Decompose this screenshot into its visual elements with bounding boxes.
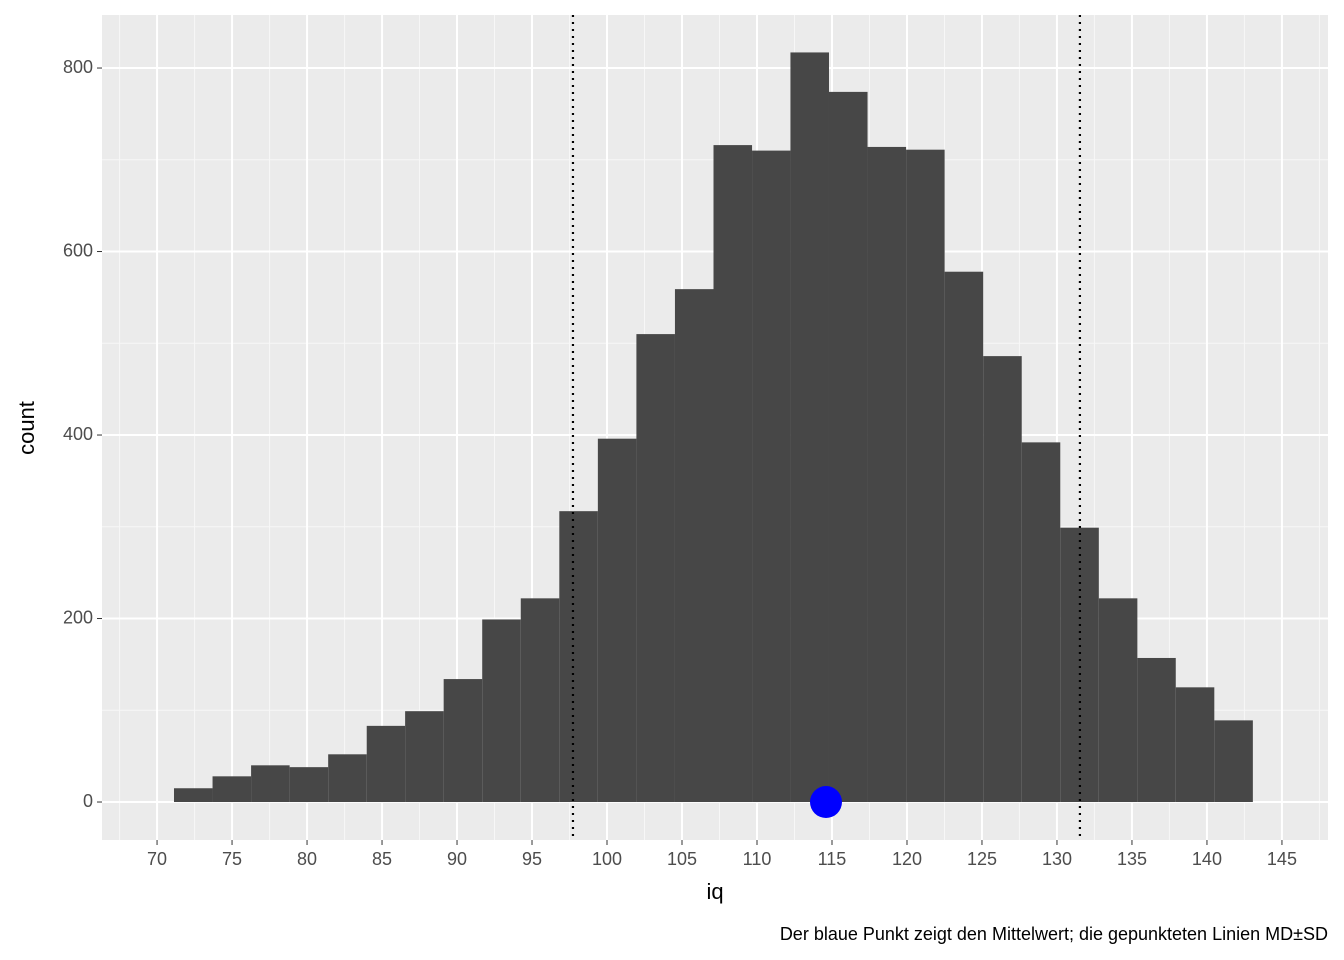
x-tick-label: 115 — [818, 849, 847, 869]
bar — [828, 91, 868, 803]
bar — [597, 438, 637, 803]
x-tick-label: 145 — [1267, 849, 1297, 869]
y-tick-label: 0 — [83, 791, 93, 811]
bar — [867, 146, 907, 803]
mean-point — [809, 786, 842, 819]
x-tick-label: 140 — [1192, 849, 1222, 869]
bar — [212, 776, 252, 803]
x-tick-label: 120 — [892, 849, 922, 869]
bar — [983, 356, 1022, 803]
bar — [482, 619, 521, 803]
bar — [944, 271, 984, 803]
x-axis-title: iq — [706, 879, 723, 904]
y-tick-label: 400 — [63, 424, 93, 444]
x-tick-label: 105 — [667, 849, 697, 869]
x-tick-label: 130 — [1042, 849, 1072, 869]
bar — [443, 679, 483, 803]
caption: Der blaue Punkt zeigt den Mittelwert; di… — [780, 924, 1328, 944]
bar — [366, 725, 406, 803]
bar — [173, 788, 213, 803]
bar — [1021, 442, 1061, 803]
x-tick-label: 70 — [147, 849, 167, 869]
bar — [1175, 687, 1215, 803]
bar — [636, 334, 675, 803]
x-tick-label: 75 — [222, 849, 242, 869]
x-tick-label: 95 — [522, 849, 542, 869]
bar — [1060, 527, 1099, 803]
x-tick-label: 135 — [1117, 849, 1147, 869]
x-tick-label: 100 — [592, 849, 622, 869]
bar — [405, 711, 444, 803]
y-tick-label: 200 — [63, 607, 93, 627]
bar — [1098, 598, 1138, 803]
bar — [1214, 720, 1253, 803]
bar — [713, 145, 753, 803]
x-tick-label: 90 — [447, 849, 467, 869]
bar — [790, 52, 829, 803]
x-tick-label: 85 — [372, 849, 392, 869]
bar — [906, 149, 945, 803]
y-axis-title: count — [14, 401, 39, 455]
bar — [559, 511, 598, 803]
y-tick-label: 800 — [63, 57, 93, 77]
bar — [674, 289, 714, 803]
bar — [251, 765, 290, 803]
bar — [289, 767, 329, 803]
x-tick-label: 110 — [743, 849, 772, 869]
y-tick-label: 600 — [63, 240, 93, 260]
bar — [328, 754, 367, 803]
bar — [1137, 657, 1176, 803]
bar — [752, 150, 791, 803]
bar — [520, 598, 560, 803]
x-tick-label: 80 — [297, 849, 317, 869]
x-tick-label: 125 — [967, 849, 997, 869]
